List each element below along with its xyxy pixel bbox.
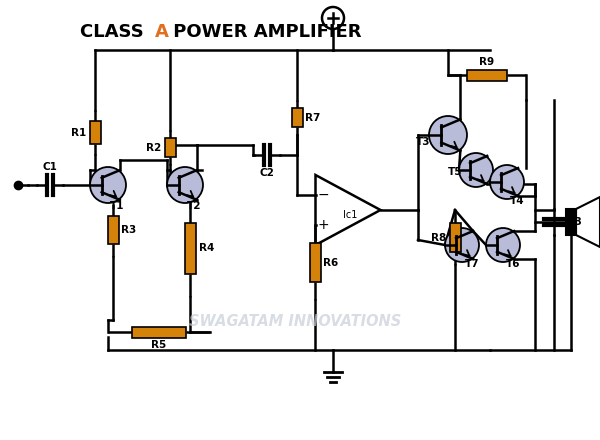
Circle shape <box>459 153 493 187</box>
Text: R5: R5 <box>151 341 167 351</box>
Text: C2: C2 <box>260 168 274 178</box>
Text: POWER AMPLIFIER: POWER AMPLIFIER <box>167 23 361 41</box>
Text: R3: R3 <box>121 225 137 235</box>
Text: T4: T4 <box>510 196 524 206</box>
Text: T7: T7 <box>465 259 479 269</box>
Text: R2: R2 <box>146 143 161 153</box>
Bar <box>566 209 576 235</box>
Text: T2: T2 <box>187 201 202 211</box>
Text: T3: T3 <box>416 137 431 147</box>
FancyBboxPatch shape <box>164 139 176 157</box>
FancyBboxPatch shape <box>89 121 101 144</box>
FancyBboxPatch shape <box>292 108 302 127</box>
Text: CLASS: CLASS <box>80 23 150 41</box>
Circle shape <box>445 228 479 262</box>
Text: A: A <box>155 23 169 41</box>
Text: C3: C3 <box>567 217 582 227</box>
Circle shape <box>167 167 203 203</box>
Text: C1: C1 <box>43 162 58 172</box>
Text: R8: R8 <box>431 232 446 242</box>
Circle shape <box>490 165 524 199</box>
Text: SWAGATAM INNOVATIONS: SWAGATAM INNOVATIONS <box>189 315 401 330</box>
Text: R6: R6 <box>323 258 339 268</box>
Text: +: + <box>317 218 329 232</box>
Circle shape <box>90 167 126 203</box>
FancyBboxPatch shape <box>467 70 507 81</box>
Text: R7: R7 <box>305 113 321 122</box>
FancyBboxPatch shape <box>310 243 320 282</box>
Text: R9: R9 <box>479 56 494 66</box>
FancyBboxPatch shape <box>449 223 461 252</box>
FancyBboxPatch shape <box>107 216 119 244</box>
Circle shape <box>429 116 467 154</box>
FancyBboxPatch shape <box>185 223 196 274</box>
Text: Ic1: Ic1 <box>343 210 357 220</box>
Text: T6: T6 <box>506 259 521 269</box>
Text: T5: T5 <box>448 167 463 177</box>
Text: R4: R4 <box>199 243 214 253</box>
Circle shape <box>486 228 520 262</box>
FancyBboxPatch shape <box>133 326 185 337</box>
Text: T1: T1 <box>110 201 125 211</box>
Text: −: − <box>317 187 329 202</box>
Text: R1: R1 <box>71 128 86 137</box>
